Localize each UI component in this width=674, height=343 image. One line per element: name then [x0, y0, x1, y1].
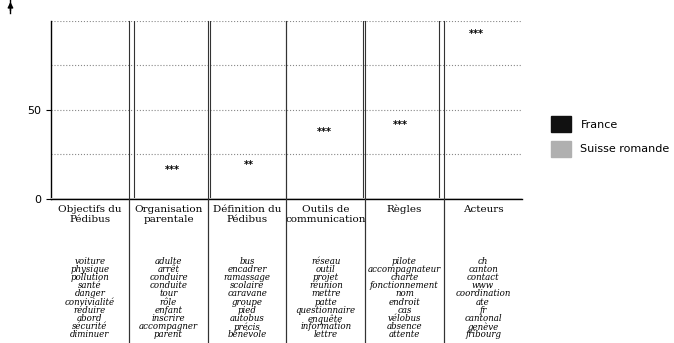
Text: Organisation
parentale: Organisation parentale: [134, 205, 203, 224]
Text: sécurité: sécurité: [72, 322, 108, 331]
Text: Objectifs du
Pédibus: Objectifs du Pédibus: [58, 205, 121, 224]
Text: encadrer: encadrer: [227, 265, 267, 274]
Bar: [0, 198, 674, 199]
Text: ramassage: ramassage: [224, 273, 271, 282]
Text: convivialité: convivialité: [65, 298, 115, 307]
Text: patte: patte: [314, 298, 337, 307]
Text: **: **: [243, 159, 253, 169]
Text: adulte: adulte: [155, 257, 182, 265]
Text: nom: nom: [395, 289, 414, 298]
Text: accompagnateur: accompagnateur: [368, 265, 441, 274]
Text: Acteurs: Acteurs: [463, 205, 503, 214]
Text: tour: tour: [159, 289, 178, 298]
Bar: [0, 198, 674, 199]
Bar: [0, 198, 363, 199]
Bar: [0, 198, 674, 199]
Text: outil: outil: [316, 265, 336, 274]
Text: accompagner: accompagner: [139, 322, 198, 331]
Text: arrêt: arrêt: [158, 265, 179, 274]
Text: précis: précis: [234, 322, 261, 332]
Text: information: information: [300, 322, 351, 331]
Text: danger: danger: [74, 289, 105, 298]
Text: lettre: lettre: [313, 330, 338, 340]
Text: diminuer: diminuer: [70, 330, 110, 340]
Text: ate: ate: [476, 298, 490, 307]
Text: enquête: enquête: [308, 314, 344, 323]
Text: bus: bus: [239, 257, 255, 265]
Text: ***: ***: [165, 165, 180, 175]
Text: autobus: autobus: [230, 314, 264, 323]
Bar: [0, 198, 674, 199]
Text: groupe: groupe: [232, 298, 263, 307]
Text: cas: cas: [397, 306, 412, 315]
Text: absence: absence: [387, 322, 422, 331]
Text: cantonal: cantonal: [464, 314, 502, 323]
Text: réduire: réduire: [73, 306, 106, 315]
Text: ***: ***: [393, 120, 408, 130]
Bar: [0, 198, 629, 199]
Text: caravane: caravane: [227, 289, 267, 298]
Text: inscrire: inscrire: [152, 314, 185, 323]
Text: conduite: conduite: [150, 281, 187, 290]
Text: Outils de
communication: Outils de communication: [286, 205, 366, 224]
Text: pilote: pilote: [392, 257, 417, 265]
Text: mettre: mettre: [311, 289, 340, 298]
Text: Définition du
Pédibus: Définition du Pédibus: [213, 205, 281, 224]
Text: pied: pied: [238, 306, 257, 315]
Text: enfant: enfant: [154, 306, 183, 315]
Legend: France, Suisse romande: France, Suisse romande: [551, 116, 670, 157]
Text: pollution: pollution: [71, 273, 109, 282]
Bar: [0, 198, 629, 199]
Text: fr: fr: [479, 306, 487, 315]
Text: scolaire: scolaire: [230, 281, 264, 290]
Text: questionnaire: questionnaire: [296, 306, 356, 315]
Text: physique: physique: [70, 265, 109, 274]
Text: canton: canton: [468, 265, 498, 274]
Text: projet: projet: [313, 273, 339, 282]
Text: fribourg: fribourg: [465, 330, 501, 340]
Bar: [0, 198, 674, 199]
Bar: [0, 198, 363, 199]
Bar: [0, 198, 674, 199]
Text: charte: charte: [390, 273, 419, 282]
Text: vélobus: vélobus: [388, 314, 421, 323]
Text: Règles: Règles: [387, 205, 422, 214]
Text: abord: abord: [77, 314, 102, 323]
Text: parent: parent: [154, 330, 183, 340]
Text: genève: genève: [467, 322, 499, 332]
Text: voiture: voiture: [74, 257, 105, 265]
Text: santé: santé: [78, 281, 102, 290]
Text: endroit: endroit: [388, 298, 421, 307]
Text: ***: ***: [317, 127, 332, 138]
Text: fonctionnement: fonctionnement: [370, 281, 439, 290]
Text: rôle: rôle: [160, 298, 177, 307]
Text: coordination: coordination: [456, 289, 511, 298]
Text: attente: attente: [389, 330, 420, 340]
Text: réunion: réunion: [309, 281, 342, 290]
Text: ***: ***: [469, 29, 484, 39]
Text: ch: ch: [478, 257, 488, 265]
Text: contact: contact: [466, 273, 499, 282]
Text: www: www: [472, 281, 494, 290]
Text: conduire: conduire: [149, 273, 188, 282]
Bar: [0, 198, 674, 199]
Bar: [0, 198, 674, 199]
Text: réseau: réseau: [311, 257, 340, 265]
Text: bénévole: bénévole: [228, 330, 267, 340]
